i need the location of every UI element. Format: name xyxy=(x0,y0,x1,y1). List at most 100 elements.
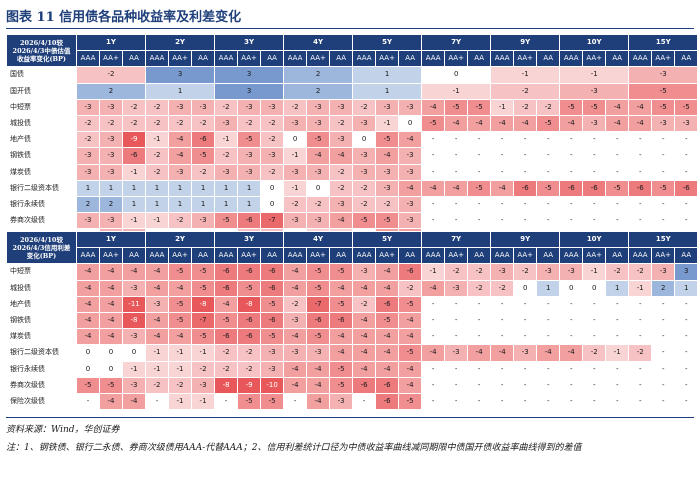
rating-header: AA+ xyxy=(651,50,676,68)
value-cell: 1 xyxy=(168,179,193,197)
value-cell: -2 xyxy=(168,376,193,394)
value-cell: -5 xyxy=(467,179,492,197)
value-cell: -4 xyxy=(168,279,193,297)
value-cell: 0 xyxy=(306,179,331,197)
value-cell: -4 xyxy=(76,263,100,281)
value-cell: -5 xyxy=(237,279,262,297)
value-cell: -4 xyxy=(99,295,123,313)
value-cell: - xyxy=(76,392,100,411)
value-cell: - xyxy=(582,311,607,330)
value-cell: -3 xyxy=(582,114,607,133)
value-cell: - xyxy=(421,328,446,346)
rating-header: AA+ xyxy=(582,50,607,68)
value-cell: 2 xyxy=(283,66,354,84)
table-row: 中短票 -4 -4 -4 -4 -5 -5 -6 -6 -6 -4 -5 -5 -3 -4 -6 -1 -2 -2-… xyxy=(6,263,699,281)
value-cell: - xyxy=(490,131,515,149)
value-cell: -1 xyxy=(490,66,561,84)
tenor-header: 10Y xyxy=(559,33,630,52)
value-cell: -5 xyxy=(536,179,561,197)
value-cell: - xyxy=(490,328,515,346)
value-cell: - xyxy=(536,328,561,346)
value-cell: -1 xyxy=(191,392,216,411)
value-cell: 1 xyxy=(76,179,100,197)
value-cell: -4 xyxy=(375,344,400,362)
value-cell: - xyxy=(421,295,446,313)
value-cell: - xyxy=(628,328,653,346)
rating-header: AAA xyxy=(628,247,653,265)
row-label: 地产债 xyxy=(6,295,77,313)
value-cell: -4 xyxy=(329,147,354,165)
row-label: 地产债 xyxy=(6,131,77,149)
value-cell: -5 xyxy=(168,311,193,330)
value-cell: -2 xyxy=(121,98,147,116)
corner-line: 2026/4/10较 xyxy=(20,38,63,47)
value-cell: -3 xyxy=(99,147,123,165)
rating-header: AA xyxy=(674,247,699,265)
rating-header: AA xyxy=(329,50,354,68)
value-cell: -3 xyxy=(121,376,147,394)
value-cell: 0 xyxy=(559,279,584,297)
value-cell: - xyxy=(536,147,561,165)
value-cell: -3 xyxy=(260,147,285,165)
value-cell: -5 xyxy=(306,328,331,346)
value-cell: -2 xyxy=(352,195,377,214)
value-cell: -3 xyxy=(191,376,216,394)
value-cell: 1 xyxy=(214,195,239,214)
value-cell: -2 xyxy=(605,263,630,281)
value-cell: -1 xyxy=(121,163,147,181)
value-cell: -4 xyxy=(444,179,469,197)
value-cell: - xyxy=(559,131,584,149)
value-cell: -4 xyxy=(329,212,354,230)
value-cell: - xyxy=(628,212,653,230)
value-cell: -5 xyxy=(444,98,469,116)
value-cell: -4 xyxy=(398,179,423,197)
value-cell: -6 xyxy=(306,311,331,330)
value-cell: -3 xyxy=(99,131,123,149)
row-label: 城投债 xyxy=(6,114,77,133)
value-cell: -3 xyxy=(191,212,216,230)
rating-header: AAA xyxy=(283,247,308,265)
value-cell: -3 xyxy=(352,114,377,133)
value-cell: -5 xyxy=(375,212,400,230)
value-cell: - xyxy=(605,163,630,181)
row-label: 钢铁债 xyxy=(6,147,77,165)
rating-header: AA+ xyxy=(168,247,193,265)
value-cell: -2 xyxy=(283,195,308,214)
value-cell: - xyxy=(605,328,630,346)
rating-header: AA+ xyxy=(306,50,331,68)
value-cell: -3 xyxy=(99,98,123,116)
value-cell: - xyxy=(490,311,515,330)
value-cell: -2 xyxy=(513,98,538,116)
value-cell: - xyxy=(651,392,676,411)
value-cell: - xyxy=(536,392,561,411)
value-cell: -5 xyxy=(191,147,216,165)
value-cell: -7 xyxy=(191,311,216,330)
value-cell: -5 xyxy=(651,179,676,197)
value-cell: -4 xyxy=(398,311,423,330)
value-cell: - xyxy=(467,360,492,378)
value-cell: -5 xyxy=(605,179,630,197)
row-label: 中短票 xyxy=(6,98,77,116)
value-cell: -3 xyxy=(398,147,423,165)
value-cell: 1 xyxy=(121,195,147,214)
value-cell: -4 xyxy=(352,279,377,297)
value-cell: - xyxy=(536,195,561,214)
value-cell: -6 xyxy=(375,376,400,394)
value-cell: -2 xyxy=(375,195,400,214)
value-cell: -4 xyxy=(559,114,584,133)
row-label: 中短票 xyxy=(6,263,77,281)
value-cell: - xyxy=(536,376,561,394)
value-cell: -3 xyxy=(559,263,584,281)
table-row: 国开债 2 1 3 2 1 -1 -2 -3 -5 xyxy=(6,82,699,100)
value-cell: -2 xyxy=(398,279,423,297)
tenor-header: 15Y xyxy=(628,230,699,249)
value-cell: - xyxy=(421,163,446,181)
value-cell: -5 xyxy=(398,295,423,313)
value-cell: -3 xyxy=(513,344,538,362)
value-cell: -5 xyxy=(375,131,400,149)
value-cell: 2 xyxy=(651,279,676,297)
value-cell: -4 xyxy=(76,311,100,330)
value-cell: -3 xyxy=(375,98,400,116)
value-cell: -6 xyxy=(375,295,400,313)
value-cell: -1 xyxy=(375,114,400,133)
